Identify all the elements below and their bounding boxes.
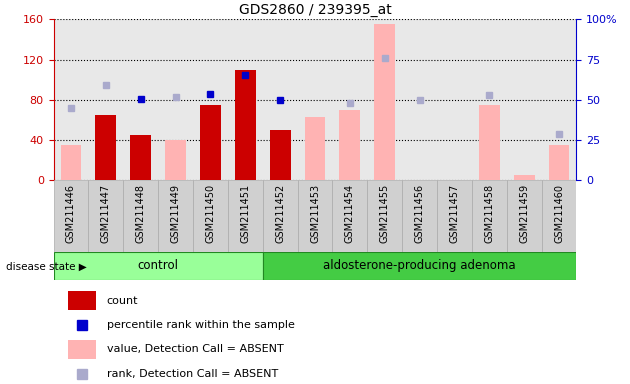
Text: GSM211449: GSM211449	[171, 184, 181, 243]
Text: GSM211455: GSM211455	[380, 184, 390, 243]
Text: GSM211452: GSM211452	[275, 184, 285, 243]
Text: aldosterone-producing adenoma: aldosterone-producing adenoma	[323, 260, 516, 272]
Bar	[130, 135, 151, 180]
Bar	[513, 175, 535, 180]
Text: GSM211453: GSM211453	[310, 184, 320, 243]
Text: GSM211447: GSM211447	[101, 184, 111, 243]
Bar	[507, 180, 542, 252]
Bar	[68, 291, 96, 310]
Text: GSM211458: GSM211458	[484, 184, 495, 243]
Text: disease state ▶: disease state ▶	[6, 262, 87, 272]
Bar	[374, 24, 395, 180]
Bar	[479, 105, 500, 180]
Text: value, Detection Call = ABSENT: value, Detection Call = ABSENT	[106, 344, 284, 354]
Text: GSM211446: GSM211446	[66, 184, 76, 243]
Bar	[542, 180, 576, 252]
Text: GSM211448: GSM211448	[135, 184, 146, 243]
Bar	[54, 252, 263, 280]
Bar	[200, 105, 221, 180]
Bar	[68, 340, 96, 359]
Bar	[228, 180, 263, 252]
Text: GSM211459: GSM211459	[519, 184, 529, 243]
Bar	[263, 252, 576, 280]
Bar	[88, 180, 123, 252]
Text: GSM211454: GSM211454	[345, 184, 355, 243]
Bar	[402, 180, 437, 252]
Bar	[130, 138, 151, 180]
Text: GSM211451: GSM211451	[240, 184, 250, 243]
Text: rank, Detection Call = ABSENT: rank, Detection Call = ABSENT	[106, 369, 278, 379]
Bar	[304, 117, 326, 180]
Text: GSM211456: GSM211456	[415, 184, 425, 243]
Bar	[472, 180, 507, 252]
Text: GSM211460: GSM211460	[554, 184, 564, 243]
Text: GSM211450: GSM211450	[205, 184, 215, 243]
Bar	[60, 145, 81, 180]
Bar	[437, 180, 472, 252]
Bar	[549, 145, 570, 180]
Title: GDS2860 / 239395_at: GDS2860 / 239395_at	[239, 3, 391, 17]
Text: GSM211457: GSM211457	[449, 184, 459, 243]
Bar	[333, 180, 367, 252]
Bar	[193, 180, 228, 252]
Text: count: count	[106, 296, 138, 306]
Bar	[297, 180, 333, 252]
Bar	[95, 115, 117, 180]
Bar	[270, 130, 290, 180]
Bar	[123, 180, 158, 252]
Bar	[340, 110, 360, 180]
Bar	[263, 180, 297, 252]
Bar	[165, 140, 186, 180]
Text: control: control	[137, 260, 179, 272]
Text: percentile rank within the sample: percentile rank within the sample	[106, 320, 294, 330]
Bar	[235, 70, 256, 180]
Bar	[367, 180, 402, 252]
Bar	[158, 180, 193, 252]
Bar	[54, 180, 88, 252]
